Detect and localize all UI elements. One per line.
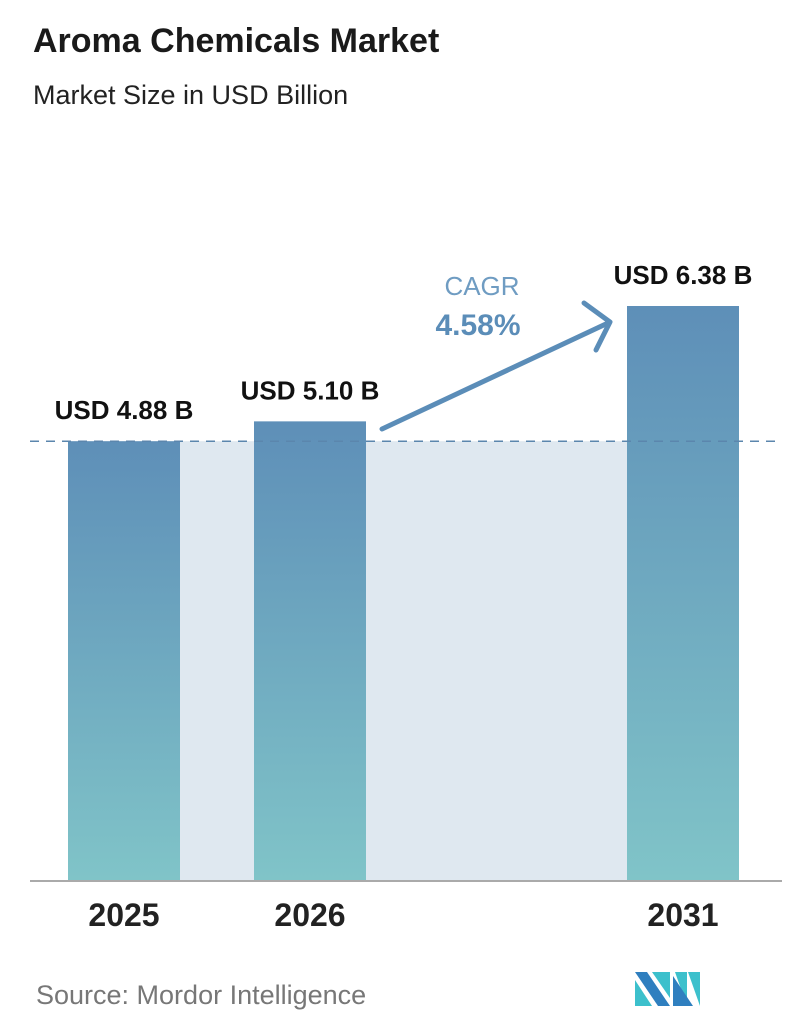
bar-2026 (254, 421, 366, 881)
mordor-logo (635, 972, 700, 1006)
data-label-2031: USD 6.38 B (614, 260, 753, 290)
chart-title: Aroma Chemicals Market (33, 22, 440, 60)
cagr-arrow-shaft (379, 320, 611, 432)
bar-2031 (627, 306, 739, 881)
cagr-value: 4.58% (435, 309, 520, 342)
data-label-2025: USD 4.88 B (55, 395, 194, 425)
reference-band (180, 441, 627, 881)
bar-2025 (68, 441, 180, 881)
cagr-arrow-head-icon (581, 300, 613, 353)
x-tick-label-2026: 2026 (274, 897, 345, 933)
cagr-label: CAGR (444, 271, 519, 301)
data-label-2026: USD 5.10 B (241, 375, 380, 405)
x-tick-label-2031: 2031 (647, 897, 718, 933)
chart-subtitle: Market Size in USD Billion (33, 80, 349, 110)
source-note: Source: Mordor Intelligence (36, 980, 367, 1010)
x-tick-label-2025: 2025 (88, 897, 159, 933)
